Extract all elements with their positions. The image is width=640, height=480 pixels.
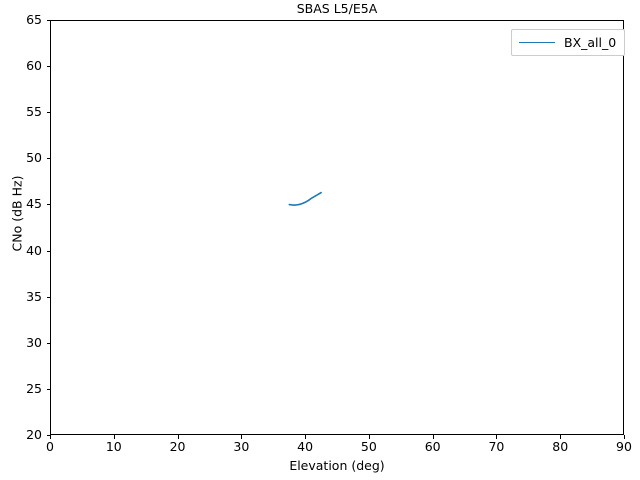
x-tick-mark <box>113 435 115 439</box>
plot-area <box>50 20 624 435</box>
x-tick-mark <box>241 435 243 439</box>
x-tick-mark <box>368 435 370 439</box>
legend: BX_all_0 <box>511 29 626 56</box>
x-tick-label: 90 <box>616 439 632 454</box>
y-tick-label: 50 <box>26 150 42 166</box>
y-tick-mark <box>46 296 50 298</box>
y-tick-label: 30 <box>26 334 42 350</box>
y-tick-label: 45 <box>26 196 42 212</box>
chart-title: SBAS L5/E5A <box>296 1 378 16</box>
x-tick-label: 10 <box>105 439 122 454</box>
y-tick-mark <box>46 20 50 21</box>
line-series-bx-all-0 <box>289 193 321 205</box>
y-tick-label: 25 <box>26 380 42 396</box>
x-tick-label: 50 <box>360 439 377 454</box>
y-tick-mark <box>46 66 50 68</box>
x-tick-mark <box>496 435 498 439</box>
y-tick-label: 55 <box>26 104 42 120</box>
x-tick-label: 0 <box>46 439 54 454</box>
y-tick-mark <box>46 204 50 206</box>
y-tick-mark <box>46 435 50 436</box>
x-tick-mark <box>50 435 51 439</box>
x-tick-mark <box>432 435 434 439</box>
x-tick-label: 20 <box>169 439 186 454</box>
y-tick-mark <box>46 158 50 160</box>
y-tick-label: 20 <box>26 427 42 442</box>
x-axis-label: Elevation (deg) <box>289 458 385 473</box>
legend-color-swatch <box>519 42 555 43</box>
x-tick-label: 70 <box>488 439 505 454</box>
y-tick-label: 40 <box>26 242 42 258</box>
data-series-canvas <box>51 21 623 434</box>
y-tick-mark <box>46 250 50 252</box>
y-tick-mark <box>46 388 50 390</box>
x-tick-mark <box>177 435 179 439</box>
x-tick-mark <box>305 435 307 439</box>
legend-item-label: BX_all_0 <box>564 35 617 50</box>
x-tick-mark <box>560 435 562 439</box>
y-tick-label: 60 <box>26 58 42 74</box>
y-axis-label: CNo (dB Hz) <box>9 175 25 252</box>
x-tick-mark <box>624 435 625 439</box>
legend-item-bx-all-0: BX_all_0 <box>519 34 618 51</box>
y-tick-label: 35 <box>26 288 42 304</box>
y-tick-mark <box>46 112 50 114</box>
x-tick-label: 30 <box>233 439 250 454</box>
x-tick-label: 60 <box>424 439 441 454</box>
y-tick-label: 65 <box>26 12 42 27</box>
y-tick-mark <box>46 342 50 344</box>
x-tick-label: 40 <box>297 439 314 454</box>
x-tick-label: 80 <box>552 439 569 454</box>
